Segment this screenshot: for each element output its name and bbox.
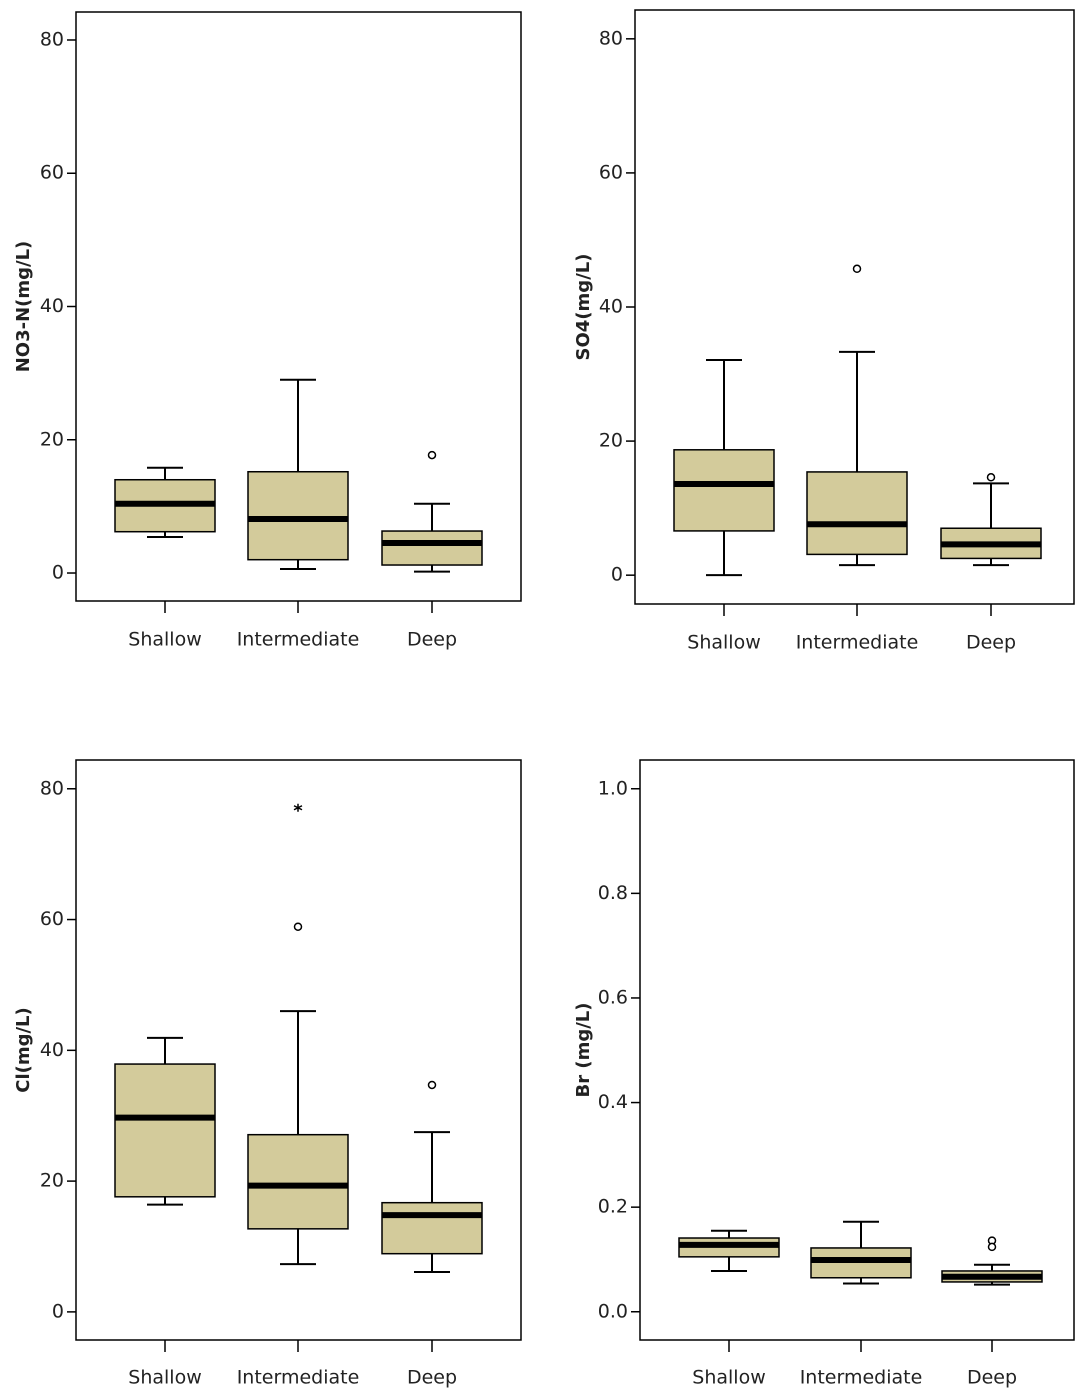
y-tick-label: 0.0 [598, 1300, 628, 1322]
box [673, 449, 775, 532]
y-tick-label: 40 [40, 295, 64, 317]
outlier [293, 922, 303, 931]
y-tick-label: 20 [599, 430, 623, 452]
x-tick-label: Shallow [128, 1367, 201, 1389]
y-tick-label: 80 [40, 28, 64, 50]
y-tick-label: 40 [599, 296, 623, 318]
y-axis-label: NO3-N(mg/L) [13, 241, 34, 373]
y-tick-label: 0.2 [598, 1196, 628, 1218]
x-tick-label: Intermediate [796, 632, 919, 654]
box [247, 470, 349, 561]
box [114, 1063, 216, 1198]
box [381, 530, 483, 566]
y-tick-label: 0.4 [598, 1091, 628, 1113]
x-tick-label: Intermediate [800, 1367, 923, 1389]
y-tick-label: 0 [52, 562, 64, 584]
x-tick-label: Shallow [687, 632, 760, 654]
x-tick-label: Intermediate [237, 1367, 360, 1389]
y-tick-label: 60 [40, 908, 64, 930]
x-tick-label: Deep [407, 1367, 457, 1389]
outlier [986, 473, 996, 482]
outlier [427, 450, 437, 460]
y-tick-label: 0 [611, 564, 623, 586]
outlier [852, 264, 862, 274]
x-tick-label: Shallow [128, 629, 201, 651]
y-tick-label: 80 [599, 27, 623, 49]
y-tick-label: 40 [40, 1039, 64, 1061]
x-tick-label: Intermediate [237, 629, 360, 651]
y-tick-label: 60 [40, 162, 64, 184]
y-tick-label: 0.8 [598, 882, 628, 904]
y-tick-label: 80 [40, 777, 64, 799]
y-axis-label: SO4(mg/L) [573, 254, 594, 361]
y-axis-label: Cl(mg/L) [13, 1007, 34, 1093]
y-tick-label: 0.6 [598, 986, 628, 1008]
y-axis-label: Br (mg/L) [573, 1002, 594, 1097]
y-tick-label: 20 [40, 428, 64, 450]
plot-frame [639, 759, 1075, 1341]
x-tick-label: Shallow [692, 1367, 765, 1389]
box [381, 1201, 483, 1255]
x-tick-label: Deep [407, 629, 457, 651]
y-tick-label: 60 [599, 161, 623, 183]
y-tick-label: 1.0 [598, 777, 628, 799]
y-tick-label: 0 [52, 1300, 64, 1322]
box [806, 471, 908, 556]
y-tick-label: 20 [40, 1170, 64, 1192]
x-tick-label: Deep [966, 632, 1016, 654]
x-tick-label: Deep [967, 1367, 1017, 1389]
box [247, 1133, 349, 1230]
outlier [427, 1080, 437, 1090]
outlier [987, 1242, 997, 1252]
extreme-outlier [293, 803, 303, 812]
